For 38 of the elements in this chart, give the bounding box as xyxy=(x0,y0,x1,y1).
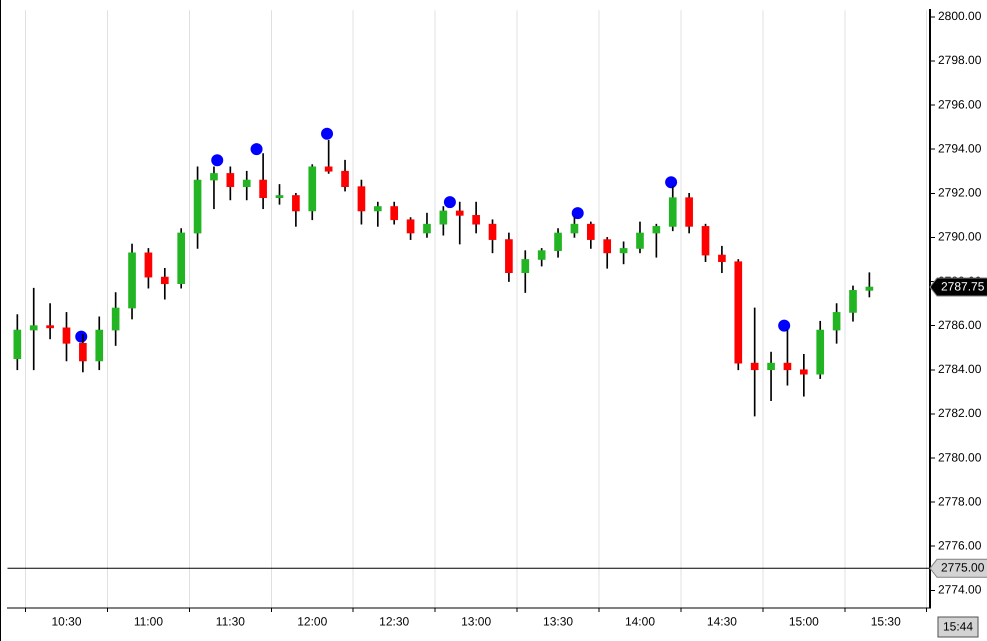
x-tick-label: 10:30 xyxy=(51,614,82,629)
y-tick-label: 2792.00 xyxy=(938,186,982,200)
candlestick xyxy=(767,352,775,401)
x-tick-label: 13:30 xyxy=(543,614,574,629)
y-tick-label: 2774.00 xyxy=(938,582,982,597)
y-tick-label: 2784.00 xyxy=(938,362,982,376)
text: 2787.75 xyxy=(941,279,985,294)
point xyxy=(665,176,678,188)
y-tick-label: 2800.00 xyxy=(938,9,982,24)
point xyxy=(444,196,456,208)
ref-line-label: 2775.00 xyxy=(941,560,985,575)
x-tick-label: 14:00 xyxy=(624,614,656,629)
candlestick xyxy=(784,330,792,386)
point xyxy=(778,320,790,332)
y-tick-label: 2776.00 xyxy=(938,538,982,553)
x-tick-label: 11:30 xyxy=(216,614,246,629)
point xyxy=(250,143,263,156)
y-tick-label: 2778.00 xyxy=(938,494,982,508)
y-tick-label: 2796.00 xyxy=(938,97,982,112)
candlestick xyxy=(276,184,284,205)
y-tick-label: 2798.00 xyxy=(938,53,982,68)
y-tick-label: 2790.00 xyxy=(938,230,982,244)
x-tick-label: 11:00 xyxy=(134,614,164,629)
x-tick-label: 12:30 xyxy=(379,614,410,629)
x-tick-label: 12:00 xyxy=(297,614,328,629)
x-tick-label: 15:30 xyxy=(870,614,902,629)
candlestick xyxy=(210,166,218,210)
point xyxy=(321,128,334,140)
y-tick-label: 2794.00 xyxy=(938,141,982,156)
text: 15:44 xyxy=(942,619,974,634)
y-tick-label: 2782.00 xyxy=(938,406,982,420)
x-tick-label: 15:00 xyxy=(788,614,820,629)
x-tick-label: 14:30 xyxy=(706,614,738,629)
y-tick-label: 2780.00 xyxy=(938,450,982,464)
point xyxy=(572,207,584,220)
point xyxy=(211,154,224,166)
y-tick-label: 2786.00 xyxy=(938,318,982,332)
x-tick-label: 13:00 xyxy=(461,614,492,629)
